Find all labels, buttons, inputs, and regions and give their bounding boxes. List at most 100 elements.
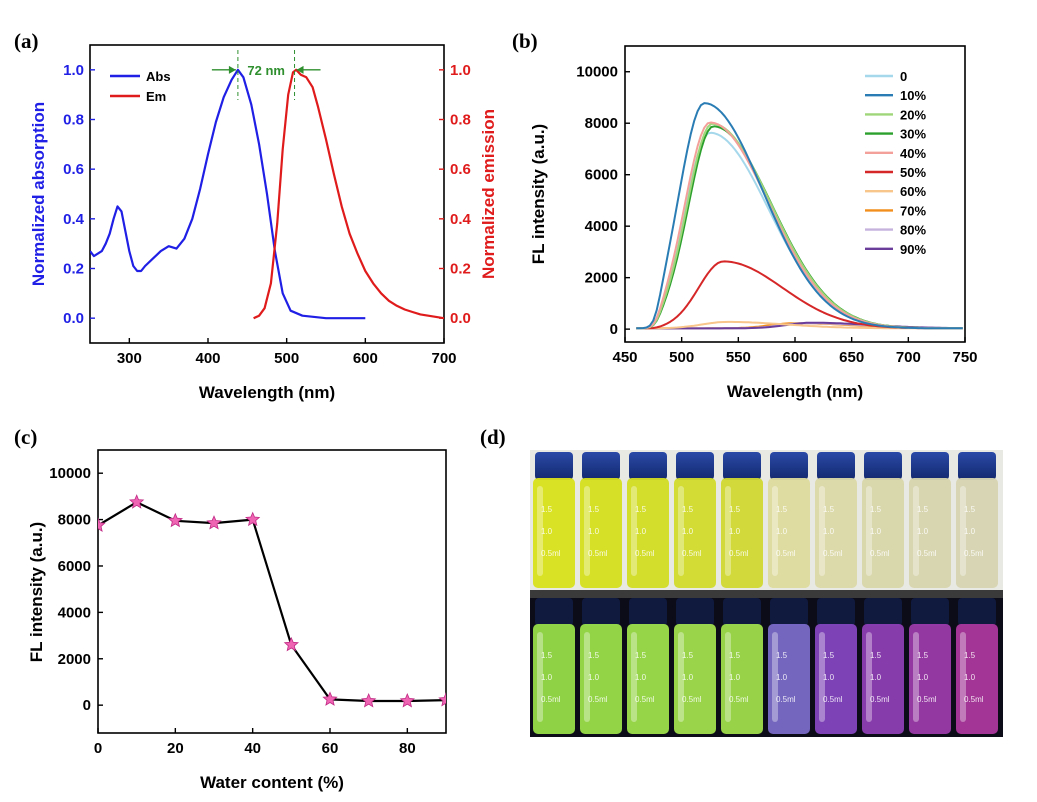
vial-highlight: [584, 632, 590, 722]
vial-mark: 1.0: [823, 673, 835, 682]
legend-label-70pct: 70%: [900, 203, 926, 218]
x-tick-label: 750: [952, 349, 977, 366]
vial-body: [815, 624, 857, 734]
panel-a-x-label: Wavelength (nm): [199, 383, 335, 402]
x-tick-label: 500: [274, 350, 299, 367]
vial-cap: [582, 452, 620, 480]
panel-b-y-label: FL intensity (a.u.): [529, 124, 548, 264]
vial-highlight: [537, 486, 543, 576]
panel-c: (c) 0 20 40 60 80 0 2000 4000 6000 8000 10000 Wat…: [14, 425, 447, 792]
vial-body: [909, 478, 951, 588]
panel-c-y-label: FL intensity (a.u.): [27, 522, 46, 662]
vial-mark: 0.5ml: [729, 695, 749, 704]
x-tick-label: 400: [195, 350, 220, 367]
vial: 1.5 1.0 0.5ml: [768, 452, 810, 588]
vial-body: [533, 478, 575, 588]
vial-cap: [535, 598, 573, 626]
panel-b: (b) 450 500 550 600 650 700 750 0 2000 4000 6000 8…: [512, 29, 978, 401]
vial-mark: 0.5ml: [776, 695, 796, 704]
vial-cap: [770, 452, 808, 480]
vial-cap: [723, 598, 761, 626]
vial: 1.5 1.0 0.5ml: [909, 452, 951, 588]
vial-mark: 1.5: [870, 505, 882, 514]
vial-mark: 0.5ml: [635, 695, 655, 704]
vial-mark: 1.5: [635, 505, 647, 514]
vial-mark: 0.5ml: [541, 695, 561, 704]
panel-a-y-label-right: Normalized emission: [479, 109, 498, 279]
vial-mark: 0.5ml: [823, 695, 843, 704]
panel-a-y-ticks-left: 0.0 0.2 0.4 0.6 0.8 1.0: [63, 62, 95, 327]
vial-mark: 1.0: [823, 527, 835, 536]
data-point-star: [322, 691, 338, 706]
vial-mark: 1.5: [682, 651, 694, 660]
vial: 1.5 1.0 0.5ml: [627, 598, 669, 734]
x-tick-label: 600: [353, 350, 378, 367]
vial-mark: 1.5: [635, 651, 647, 660]
y-tick-label: 2000: [585, 270, 618, 287]
vial-mark: 1.5: [776, 651, 788, 660]
vial-body: [674, 624, 716, 734]
x-tick-label: 600: [782, 349, 807, 366]
vial-highlight: [913, 632, 919, 722]
y-tick-label: 10000: [576, 64, 618, 81]
vial-body: [956, 624, 998, 734]
vial-mark: 1.0: [870, 527, 882, 536]
vial-highlight: [678, 632, 684, 722]
vial-body: [627, 624, 669, 734]
panel-c-frame: [97, 449, 447, 734]
vial-cap: [676, 452, 714, 480]
series-line-50pct: [636, 260, 963, 330]
vial-mark: 0.5ml: [964, 549, 984, 558]
vial: 1.5 1.0 0.5ml: [815, 452, 857, 588]
vial-body: [580, 624, 622, 734]
vial-cap: [629, 452, 667, 480]
vial-mark: 1.0: [682, 527, 694, 536]
vial-cap: [535, 452, 573, 480]
vial-mark: 1.5: [588, 505, 600, 514]
vial-mark: 0.5ml: [823, 549, 843, 558]
y-tick-label-left: 0.8: [63, 112, 84, 129]
y-tick-label: 0: [83, 697, 91, 714]
panel-c-label: (c): [14, 425, 37, 449]
data-point-star: [283, 636, 300, 652]
vial-mark: 1.5: [729, 651, 741, 660]
vial-body: [674, 478, 716, 588]
photo-divider: [530, 590, 1003, 598]
y-tick-label-right: 0.6: [450, 161, 471, 178]
vial-mark: 0.5ml: [682, 549, 702, 558]
vial-cap: [911, 452, 949, 480]
x-tick-label: 500: [669, 349, 694, 366]
vial-mark: 1.5: [588, 651, 600, 660]
legend-label-60pct: 60%: [900, 184, 926, 199]
panel-b-x-ticks: 450 500 550 600 650 700 750: [612, 337, 978, 366]
data-point-star: [167, 512, 184, 528]
vial: 1.5 1.0 0.5ml: [674, 598, 716, 734]
vial-mark: 1.5: [917, 651, 929, 660]
panel-a-annotation: 72 nm: [211, 50, 321, 100]
vial-cap: [723, 452, 761, 480]
vial-cap: [676, 598, 714, 626]
panel-a-legend: Abs Em: [110, 69, 171, 104]
vial-body: [533, 624, 575, 734]
vial-highlight: [819, 486, 825, 576]
panel-a-y-ticks-right: 0.0 0.2 0.4 0.6 0.8 1.0: [439, 62, 472, 327]
vial-mark: 1.5: [917, 505, 929, 514]
panel-b-legend: 0 10% 20% 30% 40% 50% 60% 70% 80% 90%: [865, 69, 926, 257]
vial-mark: 1.5: [964, 505, 976, 514]
series-line-em: [253, 68, 444, 320]
vial-mark: 1.5: [964, 651, 976, 660]
y-tick-label: 10000: [49, 465, 91, 482]
vial-mark: 1.0: [682, 673, 694, 682]
vial-highlight: [913, 486, 919, 576]
vial: 1.5 1.0 0.5ml: [862, 598, 904, 734]
vial-highlight: [960, 632, 966, 722]
panel-c-x-label: Water content (%): [200, 773, 344, 792]
vial-body: [862, 478, 904, 588]
vial-mark: 0.5ml: [588, 549, 608, 558]
y-tick-label: 8000: [585, 115, 618, 132]
vial-mark: 1.5: [541, 651, 553, 660]
vial-mark: 0.5ml: [776, 549, 796, 558]
data-point-star: [438, 692, 446, 707]
data-point-star: [206, 515, 222, 530]
x-tick-label: 300: [117, 350, 142, 367]
